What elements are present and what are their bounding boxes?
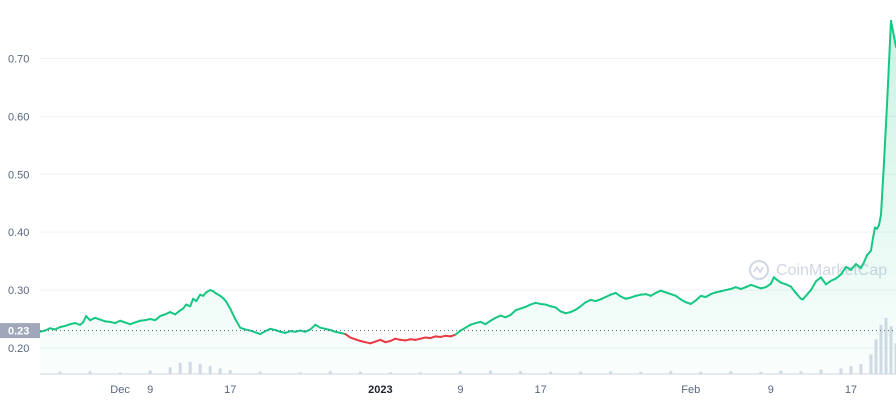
price-segment (877, 213, 882, 227)
price-segment (859, 261, 865, 270)
x-tick-label: 2023 (368, 384, 392, 396)
coinmarketcap-logo-icon (749, 260, 769, 280)
price-segment (674, 294, 682, 301)
price-segment (882, 103, 888, 164)
price-segment (889, 19, 896, 48)
price-segment (189, 297, 195, 308)
price-segment (834, 273, 842, 280)
price-segment (694, 294, 702, 302)
price-segment (819, 276, 827, 286)
x-tick-label: 17 (224, 384, 236, 396)
svg-text:0.23: 0.23 (8, 326, 29, 338)
price-segment (869, 236, 874, 252)
price-segment (225, 300, 232, 310)
price-area (40, 20, 896, 374)
price-segment (344, 333, 352, 339)
price-segment (849, 263, 857, 271)
price-segment (862, 254, 868, 264)
y-tick-label: 0.70 (8, 54, 29, 66)
price-segment (839, 265, 847, 276)
price-segment (879, 161, 885, 216)
price-segment (871, 226, 876, 239)
price-segment (885, 19, 892, 106)
price-segment (174, 309, 182, 316)
x-axis: Dec 9 17 2023 9 17 Feb 9 17 (110, 384, 857, 396)
price-segment (614, 291, 622, 298)
y-tick-label: 0.40 (8, 227, 29, 239)
price-segment (769, 276, 775, 285)
x-tick-label: Dec (110, 384, 130, 396)
price-line (39, 19, 896, 345)
y-tick-label: 0.50 (8, 169, 29, 181)
price-segment (229, 307, 237, 321)
price-segment (814, 276, 822, 283)
y-tick-label: 0.20 (8, 343, 29, 355)
y-axis: 0.70 0.60 0.50 0.40 0.30 0.20 (8, 54, 29, 355)
price-segment (234, 318, 242, 329)
price-segment (794, 291, 802, 300)
x-tick-label: 17 (845, 384, 857, 396)
price-segment (554, 306, 562, 313)
price-segment (764, 282, 772, 289)
price-segment (82, 315, 88, 324)
price-segment (574, 305, 582, 311)
x-tick-label: 9 (768, 384, 774, 396)
x-tick-label: Feb (681, 384, 700, 396)
price-segment (804, 289, 812, 297)
price-segment (195, 293, 202, 303)
price-segment (824, 279, 832, 286)
price-segment (865, 249, 872, 257)
y-tick-label: 0.60 (8, 111, 29, 123)
x-tick-label: 9 (147, 384, 153, 396)
price-segment (579, 301, 587, 308)
price-segment (789, 285, 797, 294)
price-segment (484, 319, 492, 326)
y-tick-label: 0.30 (8, 285, 29, 297)
x-tick-label: 17 (534, 384, 546, 396)
price-segment (454, 329, 462, 336)
price-segment (309, 323, 317, 331)
price-segment (854, 263, 862, 270)
price-segment (509, 309, 517, 316)
price-segment (154, 315, 162, 322)
price-segment (809, 280, 817, 292)
reference-label: 0.23 (0, 323, 40, 339)
price-segment (689, 299, 697, 305)
x-tick-label: 9 (457, 384, 463, 396)
